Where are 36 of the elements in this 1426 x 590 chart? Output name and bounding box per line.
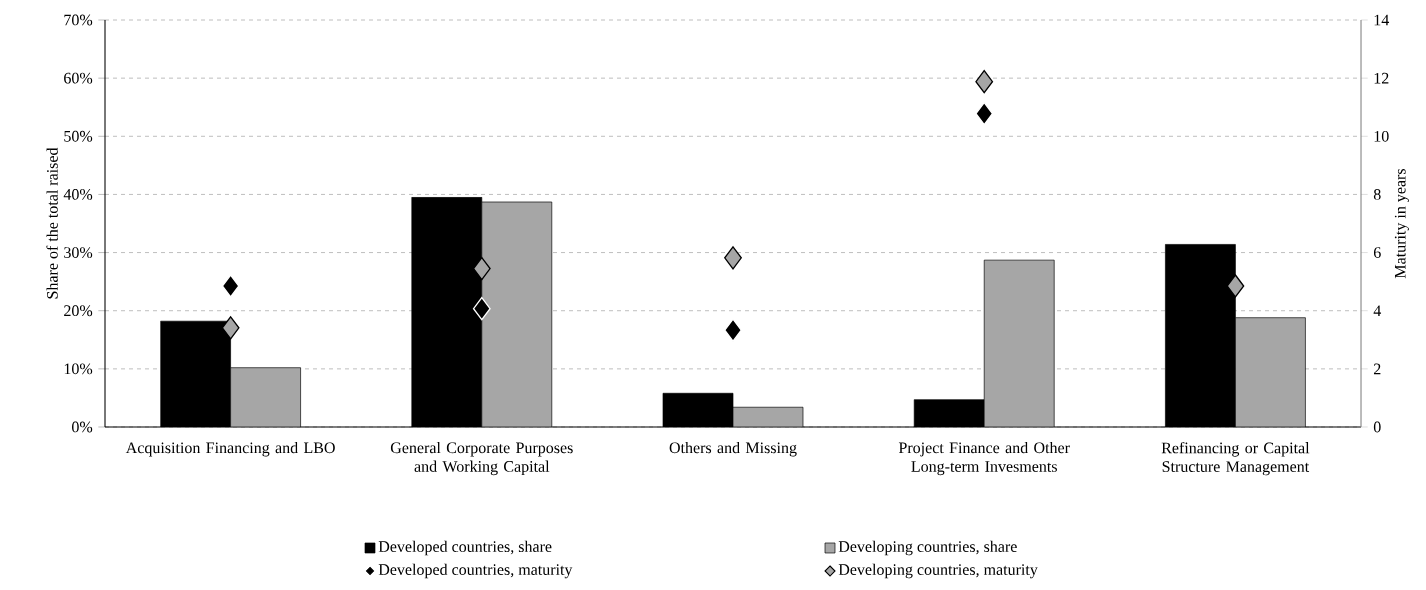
x-tick-label: Project Finance and Other Long-term Invesments <box>898 441 1070 476</box>
y-tick-label: 40% <box>63 189 93 200</box>
y-axis-title: Share of the total raised <box>46 147 58 299</box>
point <box>724 246 742 270</box>
point <box>724 318 742 342</box>
point <box>472 256 491 281</box>
point <box>221 316 240 340</box>
x-tick-label: General Corporate Purposes and Working Capital <box>390 441 573 476</box>
point <box>975 69 994 94</box>
point <box>1226 274 1245 298</box>
y-tick-label: 70% <box>64 14 93 26</box>
y-tick-label: 30% <box>64 247 93 258</box>
y2-tick-label: 2 <box>1373 363 1381 375</box>
y-tick-label: 50% <box>64 130 93 142</box>
x-tick-label: Acquisition Financing and LBO <box>125 441 335 457</box>
y-tick-label: 10% <box>64 363 93 375</box>
y2-tick-label: 14 <box>1374 14 1390 26</box>
y-tick-label: 60% <box>64 72 93 84</box>
legend-label: Developing countries, share <box>838 540 1017 556</box>
y2-tick-label: 8 <box>1373 189 1381 200</box>
y2-axis-title: Maturity in years <box>1394 168 1409 279</box>
y2-tick-label: 12 <box>1374 72 1389 84</box>
y2-tick-label: 10 <box>1374 130 1389 142</box>
y-tick-label: 0% <box>72 421 93 433</box>
legend-label: Developed countries, share <box>378 540 552 556</box>
y2-tick-label: 0 <box>1373 421 1381 433</box>
point <box>975 101 994 126</box>
point <box>472 297 491 321</box>
x-tick-label: Others and Missing <box>669 441 797 457</box>
x-tick-label: Refinancing or Capital Structure Management <box>1161 441 1310 476</box>
legend-label: Developed countries, maturity <box>378 563 573 579</box>
y2-tick-label: 6 <box>1373 247 1381 258</box>
y-tick-label: 20% <box>64 305 93 317</box>
point <box>221 274 240 298</box>
y2-tick-label: 4 <box>1373 305 1382 316</box>
legend-label: Developing countries, maturity <box>838 563 1038 579</box>
